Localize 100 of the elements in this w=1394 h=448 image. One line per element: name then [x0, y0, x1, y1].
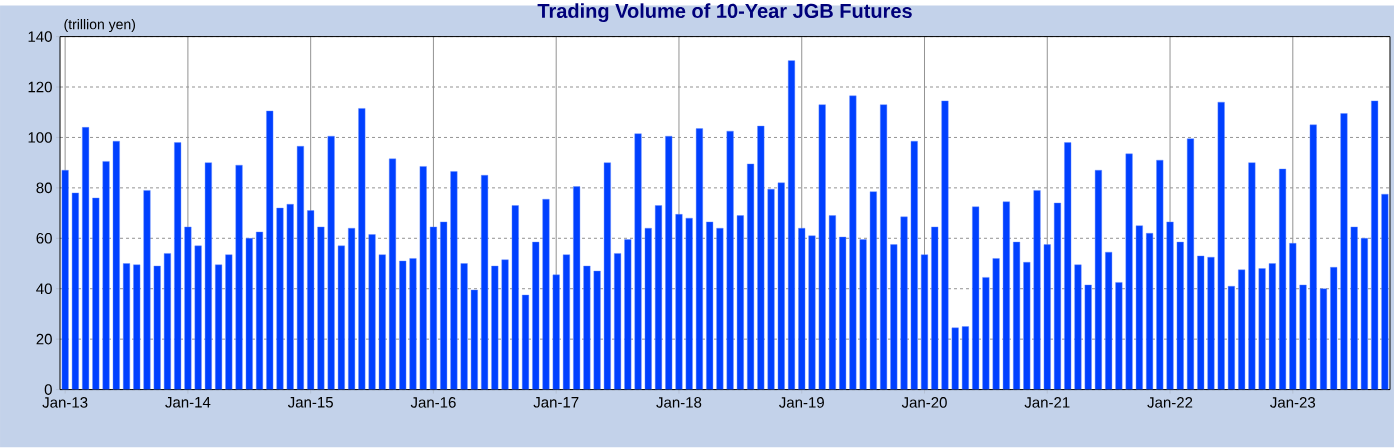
- bar: [102, 161, 110, 390]
- y-tick-label: 20: [36, 334, 52, 345]
- bar: [389, 158, 397, 390]
- bar: [685, 218, 693, 390]
- x-tick-label: Jan-20: [901, 397, 947, 408]
- bar: [1074, 264, 1082, 390]
- bar: [491, 266, 499, 390]
- x-tick-label: Jan-13: [42, 397, 88, 408]
- bar: [675, 214, 683, 390]
- x-tick-label: Jan-19: [779, 397, 824, 408]
- bar: [951, 327, 959, 390]
- bar: [1013, 242, 1021, 390]
- bar: [1125, 153, 1133, 390]
- bar: [358, 108, 366, 390]
- bar: [767, 189, 775, 390]
- bar: [747, 163, 755, 390]
- bar: [256, 232, 264, 390]
- bar: [276, 208, 284, 390]
- chart-title: Trading Volume of 10-Year JGB Futures: [537, 3, 912, 23]
- bar: [419, 166, 427, 390]
- bar: [1289, 243, 1297, 390]
- bar: [931, 226, 939, 390]
- x-tick-label: Jan-17: [533, 397, 579, 408]
- bar: [1207, 257, 1215, 390]
- bar: [317, 226, 325, 390]
- y-tick-label: 100: [28, 132, 52, 143]
- y-axis-title: (trillion yen): [64, 19, 136, 33]
- bar: [143, 190, 151, 390]
- bar: [798, 228, 806, 390]
- bar: [788, 60, 795, 390]
- bar: [849, 95, 857, 390]
- bar: [726, 131, 734, 390]
- bar: [1197, 255, 1205, 390]
- x-tick-label: Jan-23: [1270, 397, 1316, 408]
- bar: [153, 266, 161, 390]
- bar: [1319, 288, 1327, 390]
- bar: [337, 245, 345, 390]
- bar: [82, 127, 90, 390]
- bar: [133, 264, 141, 390]
- bar: [777, 182, 785, 390]
- bar: [511, 205, 519, 390]
- bar: [1299, 284, 1307, 390]
- bar: [1043, 244, 1051, 390]
- bar: [450, 171, 458, 390]
- bar: [1105, 252, 1113, 390]
- bar: [194, 245, 202, 390]
- bar: [327, 136, 335, 390]
- bar: [644, 228, 652, 390]
- bar: [348, 228, 356, 390]
- bar: [665, 136, 673, 390]
- bar: [910, 141, 918, 390]
- bar: [961, 326, 969, 390]
- bar: [1002, 201, 1010, 390]
- bar: [368, 234, 376, 390]
- bar: [1054, 203, 1061, 390]
- bar: [1309, 124, 1317, 390]
- bar: [429, 226, 437, 390]
- bar: [440, 221, 448, 390]
- bar: [839, 237, 847, 390]
- bar: [1166, 221, 1174, 390]
- bar: [1268, 263, 1276, 390]
- bar: [215, 264, 223, 390]
- bar: [1135, 225, 1143, 390]
- y-tick-label: 0: [44, 384, 52, 396]
- bar: [71, 192, 79, 390]
- bar: [266, 110, 274, 390]
- bar: [460, 263, 468, 390]
- x-tick-label: Jan-18: [656, 397, 702, 408]
- y-tick-label: 140: [28, 31, 52, 43]
- bar: [890, 244, 898, 390]
- bar: [409, 258, 417, 390]
- y-tick-label: 40: [36, 283, 52, 295]
- bar: [1094, 170, 1102, 390]
- bar: [1258, 268, 1266, 390]
- x-tick-label: Jan-15: [287, 397, 333, 408]
- bar: [706, 221, 714, 390]
- x-tick-label: Jan-16: [410, 397, 456, 408]
- bar: [624, 239, 632, 390]
- bar: [532, 242, 540, 390]
- bar: [859, 239, 867, 390]
- bar: [163, 253, 171, 390]
- bar: [235, 165, 243, 390]
- bar: [296, 146, 304, 390]
- bar: [992, 258, 1000, 390]
- bar: [542, 199, 550, 390]
- bar: [757, 126, 765, 390]
- bar: [1084, 284, 1092, 390]
- bar: [1360, 238, 1368, 390]
- bar: [399, 260, 407, 390]
- bar: [501, 259, 509, 390]
- bar: [716, 228, 724, 390]
- bar: [1217, 102, 1225, 390]
- bar: [603, 162, 611, 390]
- bar: [900, 216, 908, 390]
- bar: [112, 141, 120, 390]
- y-tick-label: 120: [28, 81, 52, 93]
- bar: [593, 271, 601, 390]
- bar: [552, 274, 560, 390]
- bar: [583, 266, 591, 390]
- bar: [736, 215, 744, 390]
